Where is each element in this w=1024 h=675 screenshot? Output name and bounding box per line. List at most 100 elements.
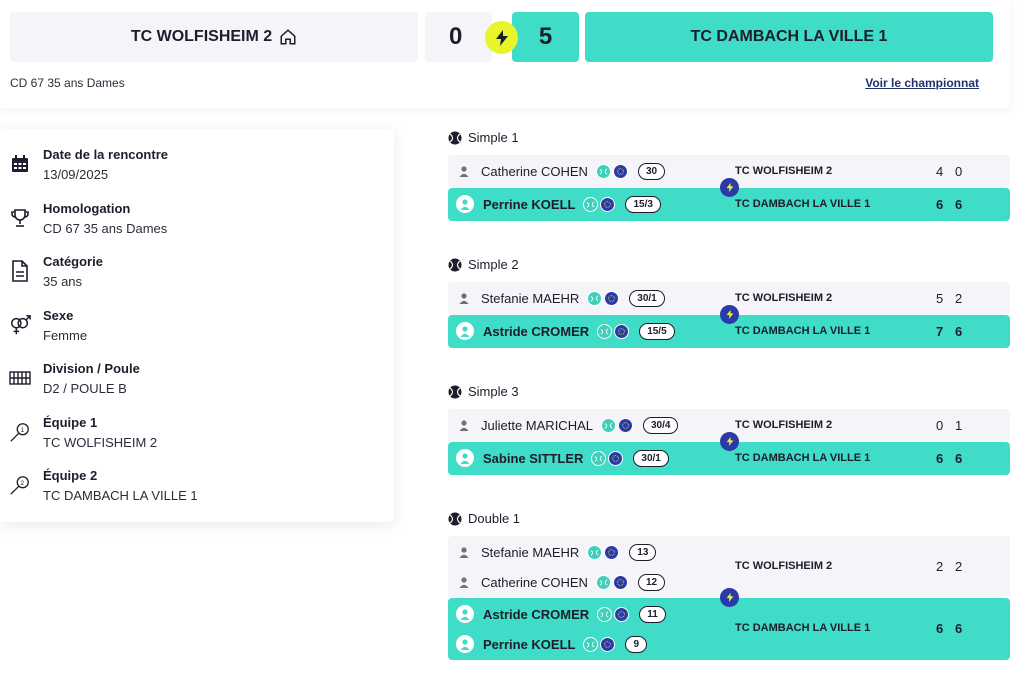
team-label: TC WOLFISHEIM 2 (735, 418, 833, 431)
player-badges (587, 544, 620, 560)
player-name[interactable]: Juliette MARICHAL (481, 417, 593, 433)
player-name[interactable]: Stefanie MAEHR (481, 544, 580, 560)
info-title: Catégorie (43, 254, 103, 269)
lightning-icon (720, 588, 739, 607)
set-score: 2 (955, 559, 963, 574)
tennis-license-icon (583, 196, 599, 212)
europe-badge-icon (614, 323, 630, 339)
player-entry[interactable]: Juliette MARICHAL 30/4 (456, 415, 679, 435)
europe-badge-icon (614, 606, 630, 622)
set-score: 4 (936, 163, 944, 179)
home-team-box[interactable]: TC WOLFISHEIM 2 (10, 12, 418, 62)
europe-badge-icon (617, 417, 633, 433)
europe-badge-icon (612, 163, 628, 179)
info-value: TC WOLFISHEIM 2 (43, 435, 158, 450)
player-entry[interactable]: Stefanie MAEHR 13 (456, 542, 657, 562)
away-team-box[interactable]: TC DAMBACH LA VILLE 1 (585, 12, 993, 62)
tennis-license-icon (587, 544, 603, 560)
player-badges (597, 606, 630, 622)
svg-text:2: 2 (20, 480, 24, 487)
player-badges (587, 290, 620, 306)
player-entry[interactable]: Stefanie MAEHR 30/1 (456, 288, 665, 308)
europe-badge-icon (604, 290, 620, 306)
set-score: 1 (955, 417, 963, 433)
match-title: Simple 3 (448, 384, 519, 399)
player-badges (583, 196, 616, 212)
player-name[interactable]: Perrine KOELL (483, 196, 576, 212)
ranking-badge: 30 (637, 162, 666, 180)
tennis-license-icon (591, 450, 607, 466)
set-score: 2 (936, 559, 944, 574)
ranking-badge: 15/5 (639, 322, 675, 340)
view-championship-link[interactable]: Voir le championnat (865, 76, 979, 90)
europe-badge-icon (612, 574, 628, 590)
info-title: Sexe (43, 308, 74, 323)
player-badges (595, 163, 628, 179)
info-value: 13/09/2025 (43, 167, 109, 182)
player-name[interactable]: Sabine SITTLER (483, 450, 584, 466)
player-badges (583, 636, 616, 652)
person-icon (456, 635, 474, 653)
set-score: 6 (955, 196, 963, 212)
player-name[interactable]: Catherine COHEN (481, 574, 588, 590)
person-icon (456, 163, 472, 179)
player-name[interactable]: Stefanie MAEHR (481, 290, 580, 306)
info-title: Division / Poule (43, 361, 140, 376)
europe-badge-icon (604, 544, 620, 560)
player-entry[interactable]: Sabine SITTLER 30/1 (456, 448, 669, 468)
info-value: TC DAMBACH LA VILLE 1 (43, 488, 198, 503)
player-name[interactable]: Perrine KOELL (483, 636, 576, 652)
lightning-icon (485, 21, 518, 54)
set-score: 6 (936, 621, 944, 636)
person-icon (456, 574, 472, 590)
ranking-badge: 13 (629, 543, 657, 561)
player-entry[interactable]: Catherine COHEN 12 (456, 572, 666, 592)
racket-1-icon: 1 (9, 421, 31, 443)
tennis-ball-icon (448, 512, 462, 526)
player-entry[interactable]: Perrine KOELL 15/3 (456, 194, 661, 214)
match-title-label: Simple 2 (468, 257, 519, 272)
svg-text:1: 1 (20, 427, 24, 434)
racket-2-icon: 2 (9, 474, 31, 496)
tennis-ball-icon (448, 258, 462, 272)
info-date: Date de la rencontre 13/09/2025 (0, 147, 390, 197)
person-icon (456, 322, 474, 340)
player-name[interactable]: Catherine COHEN (481, 163, 588, 179)
team-label: TC DAMBACH LA VILLE 1 (735, 324, 871, 337)
person-icon (456, 605, 474, 623)
home-team-row[interactable]: Stefanie MAEHR 13 Catherine COHEN 12 TC WOLF… (448, 536, 1010, 598)
away-team-row[interactable]: Astride CROMER 11 Perrine KOELL 9 TC DAMBACH… (448, 598, 1010, 660)
ranking-badge: 12 (637, 573, 666, 591)
europe-badge-icon (600, 196, 616, 212)
tennis-license-icon (583, 636, 599, 652)
team-label: TC WOLFISHEIM 2 (735, 291, 833, 304)
player-entry[interactable]: Catherine COHEN 30 (456, 161, 666, 181)
home-team-name: TC WOLFISHEIM 2 (130, 28, 273, 45)
info-homologation: Homologation CD 67 35 ans Dames (0, 201, 390, 251)
person-icon (456, 544, 472, 560)
player-badges (597, 323, 630, 339)
player-entry[interactable]: Perrine KOELL 9 (456, 634, 648, 654)
team-label: TC DAMBACH LA VILLE 1 (735, 197, 871, 210)
player-entry[interactable]: Astride CROMER 15/5 (456, 321, 675, 341)
info-value: D2 / POULE B (43, 381, 127, 396)
player-entry[interactable]: Astride CROMER 11 (456, 604, 666, 624)
gender-icon (9, 314, 31, 336)
player-name[interactable]: Astride CROMER (483, 323, 590, 339)
team-label: TC WOLFISHEIM 2 (735, 164, 833, 177)
match-title: Double 1 (448, 511, 520, 526)
set-score: 7 (936, 323, 944, 339)
lightning-icon (720, 305, 739, 324)
tennis-ball-icon (448, 385, 462, 399)
person-icon (456, 195, 474, 213)
away-score: 5 (512, 12, 579, 62)
player-name[interactable]: Astride CROMER (483, 606, 590, 622)
ranking-badge: 11 (639, 605, 666, 623)
match-header: TC WOLFISHEIM 2 0 5 TC DAMBACH LA VILLE … (0, 0, 1010, 108)
